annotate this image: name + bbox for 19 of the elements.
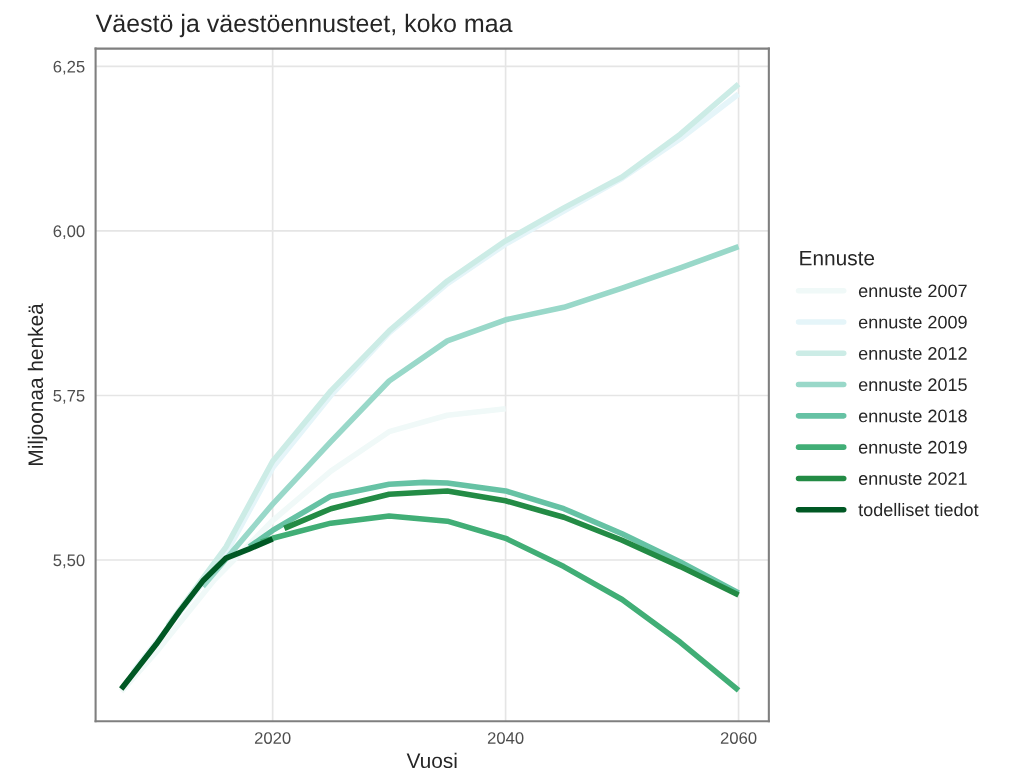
x-axis-title: Vuosi	[406, 752, 457, 769]
legend-label: ennuste 2009	[858, 315, 967, 329]
x-tick-label: 2060	[720, 732, 757, 744]
legend-label: ennuste 2021	[858, 472, 967, 485]
legend-label: ennuste 2018	[858, 409, 967, 423]
legend-label: ennuste 2012	[858, 347, 967, 360]
y-tick-label: 5,75	[53, 390, 85, 404]
x-tick-label: 2020	[254, 732, 291, 744]
y-tick-label: 6,25	[53, 60, 85, 75]
legend-label: ennuste 2019	[858, 440, 967, 454]
y-tick-label: 6,00	[53, 225, 85, 240]
legend-label: ennuste 2007	[858, 284, 967, 298]
x-tick-label: 2040	[487, 732, 524, 744]
legend-label: ennuste 2015	[858, 378, 967, 392]
chart-title: Väestö ja väestöennusteet, koko maa	[95, 13, 513, 38]
legend-label: todelliset tiedot	[858, 502, 979, 517]
y-axis-title: Miljoonaa henkeä	[27, 303, 48, 465]
y-tick-label: 5,50	[53, 554, 85, 569]
legend-title: Ennuste	[800, 250, 875, 266]
